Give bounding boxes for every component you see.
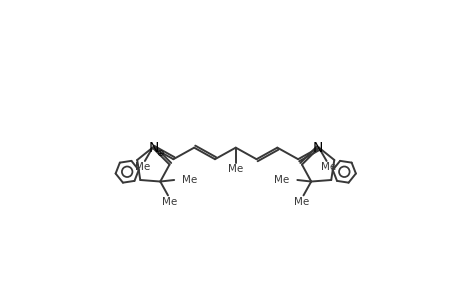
Text: ⊕: ⊕ <box>156 149 163 158</box>
Text: N: N <box>148 141 158 155</box>
Text: Me: Me <box>228 164 243 174</box>
Text: Me: Me <box>274 175 289 185</box>
Text: Me: Me <box>320 162 336 172</box>
Text: Me: Me <box>162 197 177 207</box>
Text: Me: Me <box>294 197 309 207</box>
Text: Me: Me <box>134 162 150 172</box>
Text: N: N <box>312 141 323 155</box>
Text: Me: Me <box>181 175 196 185</box>
